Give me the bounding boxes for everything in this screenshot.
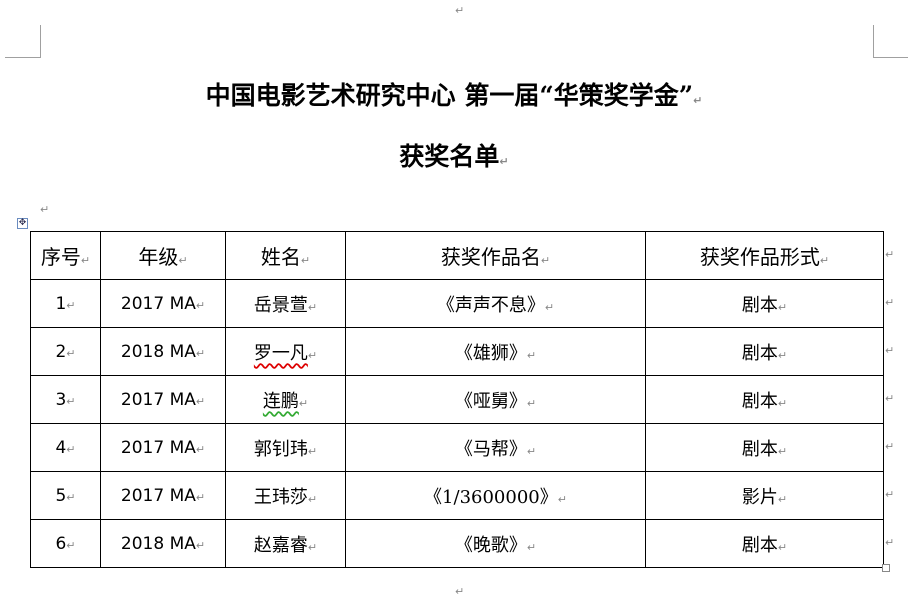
table-row: 5↵ 2017 MA↵ 王玮莎↵ 《1/3600000》↵ 影片↵ [30,471,884,520]
table-row: 3↵ 2017 MA↵ 连鹏↵ 《哑舅》↵ 剧本↵ [30,375,884,424]
cell-work-form: 剧本↵ [645,375,884,424]
cell-work-title: 《晚歌》↵ [345,519,646,568]
cell-index: 1↵ [30,279,101,328]
cell-work-form: 剧本↵ [645,279,884,328]
cell-name: 赵嘉睿↵ [225,519,346,568]
cell-work-title: 《马帮》↵ [345,423,646,472]
cell-name: 王玮莎↵ [225,471,346,520]
cell-grade: 2018 MA↵ [100,327,226,376]
cell-grade: 2017 MA↵ [100,375,226,424]
cell-index: 3↵ [30,375,101,424]
cell-work-title: 《哑舅》↵ [345,375,646,424]
cell-name: 罗一凡↵ [225,327,346,376]
end-of-row-mark: ↵ [885,344,895,357]
crop-mark-top-left [5,57,41,58]
cell-grade: 2018 MA↵ [100,519,226,568]
cell-index: 4↵ [30,423,101,472]
table-row: 2↵ 2018 MA↵ 罗一凡↵ 《雄狮》↵ 剧本↵ [30,327,884,376]
cell-name: 岳景萱↵ [225,279,346,328]
cell-grade: 2017 MA↵ [100,471,226,520]
crop-mark-top-left [40,25,41,57]
end-of-row-mark: ↵ [885,536,895,549]
cell-name: 连鹏↵ [225,375,346,424]
cell-work-title: 《声声不息》↵ [345,279,646,328]
cell-work-title: 《雄狮》↵ [345,327,646,376]
cell-work-form: 剧本↵ [645,327,884,376]
paragraph-mark: ↵ [455,4,465,17]
paragraph-mark: ↵ [455,585,465,598]
header-work-title: 获奖作品名↵ [345,231,646,280]
cell-grade: 2017 MA↵ [100,279,226,328]
document-title: 中国电影艺术研究中心 第一届“华策奖学金”↵ [0,76,908,112]
cell-name: 郭钊玮↵ [225,423,346,472]
title-text: 中国电影艺术研究中心 第一届“华策奖学金” [205,81,694,110]
cell-index: 5↵ [30,471,101,520]
subtitle-text: 获奖名单 [399,142,500,171]
table-resize-handle[interactable] [882,564,890,572]
paragraph-mark: ↵ [40,203,50,216]
cell-work-title: 《1/3600000》↵ [345,471,646,520]
cell-index: 2↵ [30,327,101,376]
cell-work-form: 影片↵ [645,471,884,520]
cell-index: 6↵ [30,519,101,568]
end-of-row-mark: ↵ [885,296,895,309]
awards-table: 序号↵ 年级↵ 姓名↵ 获奖作品名↵ 获奖作品形式↵ 1↵ 2017 MA↵ 岳景萱… [30,231,884,568]
table-move-handle-icon[interactable]: ✥ [17,218,28,229]
header-name: 姓名↵ [225,231,346,280]
cell-work-form: 剧本↵ [645,519,884,568]
crop-mark-top-right [873,57,908,58]
end-of-row-mark: ↵ [885,248,895,261]
end-of-row-mark: ↵ [885,440,895,453]
table-header-row: 序号↵ 年级↵ 姓名↵ 获奖作品名↵ 获奖作品形式↵ [30,231,884,280]
cell-work-form: 剧本↵ [645,423,884,472]
header-grade: 年级↵ [100,231,226,280]
header-index: 序号↵ [30,231,101,280]
document-subtitle: 获奖名单↵ [0,137,908,173]
header-work-form: 获奖作品形式↵ [645,231,884,280]
end-of-row-mark: ↵ [885,392,895,405]
table-row: 6↵ 2018 MA↵ 赵嘉睿↵ 《晚歌》↵ 剧本↵ [30,519,884,568]
paragraph-mark: ↵ [693,94,703,107]
paragraph-mark: ↵ [499,155,509,168]
cell-grade: 2017 MA↵ [100,423,226,472]
table-row: 4↵ 2017 MA↵ 郭钊玮↵ 《马帮》↵ 剧本↵ [30,423,884,472]
table-row: 1↵ 2017 MA↵ 岳景萱↵ 《声声不息》↵ 剧本↵ [30,279,884,328]
crop-mark-top-right [873,25,874,57]
end-of-row-mark: ↵ [885,488,895,501]
